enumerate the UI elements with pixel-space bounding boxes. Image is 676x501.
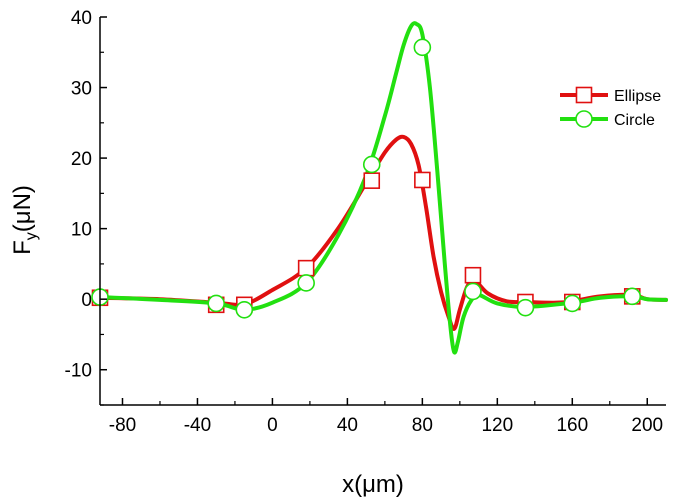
y-tick-label: 40: [71, 8, 92, 29]
legend-marker-circle: [575, 110, 593, 128]
ellipse-point: [363, 172, 381, 189]
x-axis-title: x(μm): [342, 471, 404, 498]
ellipse-point: [414, 171, 431, 189]
circle-point: [207, 294, 225, 313]
x-tick-label: 0: [267, 415, 278, 436]
circle-series-line: [98, 21, 668, 355]
circle-point: [235, 300, 254, 319]
y-tick-label: -10: [65, 361, 92, 382]
y-axis-title-main: F: [9, 240, 36, 255]
y-tick-label: 20: [71, 149, 92, 170]
x-tick-label: 200: [631, 415, 663, 436]
circle-point: [297, 274, 315, 292]
circle-point: [563, 294, 582, 313]
y-axis-title-sub: y: [23, 232, 40, 240]
x-tick-label: 80: [412, 415, 433, 436]
axes: [99, 16, 666, 406]
legend-item-ellipse: Ellipse: [560, 86, 661, 105]
legend-marker-ellipse: [575, 86, 593, 104]
x-tick-label: 40: [337, 415, 358, 436]
tick-labels: -10 0 10 20 30 40 -80 -40 0 40 80 120 160 200: [65, 8, 664, 436]
y-tick-label: 0: [81, 290, 92, 311]
circle-point: [464, 282, 482, 301]
ellipse-point: [297, 259, 315, 277]
legend-label-circle: Circle: [614, 112, 655, 129]
plot-lines: [98, 21, 668, 355]
x-tick-label: 120: [481, 415, 513, 436]
y-tick-label: 10: [71, 220, 92, 241]
circle-point: [516, 298, 535, 317]
x-tick-label: -80: [109, 415, 136, 436]
legend-label-ellipse: Ellipse: [614, 88, 661, 105]
circle-point: [362, 155, 381, 174]
legend-item-circle: Circle: [560, 110, 655, 129]
y-axis-title: Fy(μN): [9, 185, 40, 255]
y-axis-title-unit: (μN): [9, 185, 36, 232]
circle-point: [413, 38, 432, 57]
x-tick-label: -40: [184, 415, 211, 436]
plot-markers: [91, 38, 642, 319]
y-tick-label: 30: [71, 79, 92, 100]
x-tick-label: 160: [556, 415, 588, 436]
circle-point: [623, 287, 642, 306]
ellipse-point: [464, 266, 482, 284]
legend: Ellipse Circle: [560, 86, 661, 129]
